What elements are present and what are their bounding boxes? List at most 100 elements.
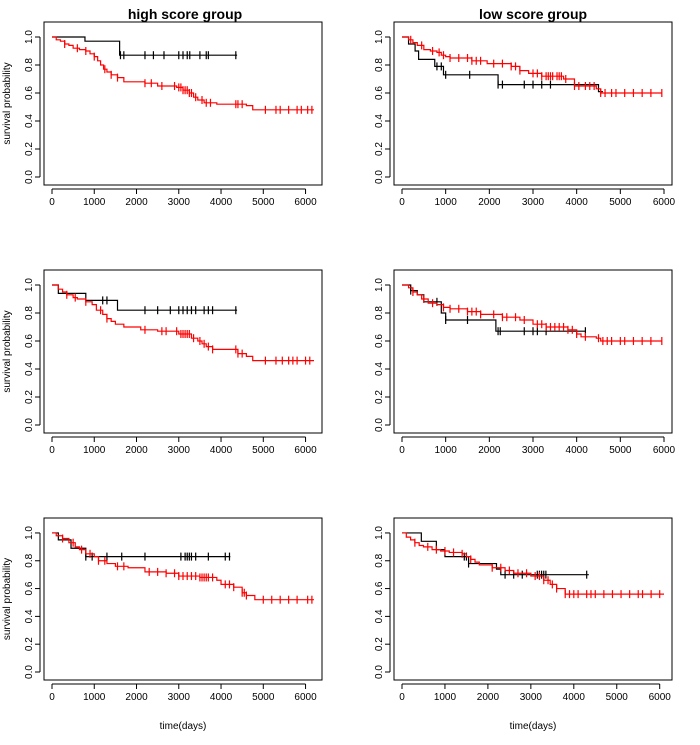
x-tick-label: 6000 — [653, 197, 676, 208]
y-tick-label: 0.4 — [24, 362, 35, 376]
x-tick-label: 6000 — [294, 692, 317, 703]
y-tick-label: 0.6 — [374, 86, 385, 100]
x-tick-label: 2000 — [125, 445, 148, 456]
plot-frame — [43, 21, 323, 186]
x-tick-label: 5000 — [252, 692, 275, 703]
y-axis-label: survival probability — [2, 558, 13, 640]
y-tick-label: 0.0 — [24, 170, 35, 184]
x-tick-label: 0 — [49, 197, 55, 208]
y-tick-label: 0.4 — [374, 362, 385, 376]
x-tick-label: 2000 — [125, 692, 148, 703]
x-tick-label: 4000 — [563, 692, 586, 703]
y-tick-label: 0.6 — [374, 581, 385, 595]
x-tick-label: 4000 — [210, 445, 233, 456]
km-curve-red — [402, 532, 664, 595]
y-tick-label: 1.0 — [24, 526, 35, 540]
km-curve-black — [52, 36, 238, 56]
plot-frame — [393, 269, 673, 434]
plot-panels: 0 1000 2000 3000 4000 5000 6000 0.0 0.2 0.4 0.6 0.8… — [2, 21, 676, 732]
x-tick-label: 5000 — [609, 197, 632, 208]
y-tick-label: 0.0 — [374, 665, 385, 679]
y-tick-label: 0.8 — [374, 553, 385, 567]
x-tick-label: 0 — [399, 445, 405, 456]
y-tick-label: 1.0 — [24, 30, 35, 44]
col-title-low-score: low score group — [479, 6, 587, 22]
y-tick-label: 0.2 — [374, 390, 385, 404]
km-curve-red — [52, 284, 314, 362]
plot-frame — [393, 21, 673, 186]
x-tick-label: 0 — [49, 692, 55, 703]
x-tick-label: 3000 — [520, 692, 543, 703]
x-tick-label: 1000 — [435, 445, 458, 456]
x-tick-label: 1000 — [435, 197, 458, 208]
y-tick-label: 0.4 — [24, 114, 35, 128]
x-tick-label: 3000 — [168, 692, 191, 703]
y-tick-label: 1.0 — [374, 526, 385, 540]
plot-frame — [393, 517, 673, 681]
y-tick-label: 0.2 — [24, 142, 35, 156]
km-curve-red — [52, 532, 314, 601]
x-tick-label: 4000 — [566, 445, 589, 456]
plot-frame — [43, 517, 323, 681]
y-tick-label: 0.2 — [374, 637, 385, 651]
plot-frame — [43, 269, 323, 434]
y-tick-label: 0.8 — [374, 306, 385, 320]
y-tick-label: 0.2 — [374, 142, 385, 156]
x-tick-label: 6000 — [649, 692, 672, 703]
y-tick-label: 0.0 — [374, 418, 385, 432]
x-tick-label: 0 — [399, 197, 405, 208]
y-tick-label: 0.8 — [24, 306, 35, 320]
y-tick-label: 0.4 — [24, 609, 35, 623]
y-tick-label: 0.4 — [374, 609, 385, 623]
x-tick-label: 3000 — [168, 197, 191, 208]
x-tick-label: 4000 — [566, 197, 589, 208]
y-tick-label: 0.8 — [24, 553, 35, 567]
x-tick-label: 1000 — [434, 692, 457, 703]
x-tick-label: 5000 — [606, 692, 629, 703]
y-tick-label: 0.6 — [24, 581, 35, 595]
x-tick-label: 2000 — [478, 197, 501, 208]
x-tick-label: 2000 — [477, 692, 500, 703]
x-axis-label: time(days) — [510, 721, 557, 732]
km-panel-4: 0 1000 2000 3000 4000 5000 6000 0.0 0.2 0.4 0.6 0.8… — [2, 517, 323, 732]
x-tick-label: 5000 — [252, 197, 275, 208]
x-tick-label: 1000 — [83, 692, 106, 703]
x-tick-label: 2000 — [478, 445, 501, 456]
x-tick-label: 1000 — [83, 445, 106, 456]
km-panel-1: 0 1000 2000 3000 4000 5000 6000 0.0 0.2 0.4 0.6 0.8… — [374, 21, 676, 208]
x-tick-label: 4000 — [210, 197, 233, 208]
x-tick-label: 3000 — [168, 445, 191, 456]
y-tick-label: 0.0 — [374, 170, 385, 184]
x-tick-label: 5000 — [609, 445, 632, 456]
x-tick-label: 0 — [399, 692, 405, 703]
x-tick-label: 6000 — [294, 445, 317, 456]
y-tick-label: 0.4 — [374, 114, 385, 128]
y-tick-label: 0.0 — [24, 665, 35, 679]
y-tick-label: 0.2 — [24, 637, 35, 651]
y-tick-label: 0.6 — [24, 86, 35, 100]
y-axis-label: survival probability — [2, 310, 13, 392]
x-tick-label: 1000 — [83, 197, 106, 208]
y-tick-label: 1.0 — [374, 278, 385, 292]
x-tick-label: 6000 — [294, 197, 317, 208]
y-tick-label: 0.2 — [24, 390, 35, 404]
y-tick-label: 0.8 — [24, 58, 35, 72]
x-axis-label: time(days) — [160, 721, 207, 732]
km-panel-0: 0 1000 2000 3000 4000 5000 6000 0.0 0.2 0.4 0.6 0.8… — [2, 21, 323, 208]
y-tick-label: 0.8 — [374, 58, 385, 72]
y-tick-label: 1.0 — [24, 278, 35, 292]
x-tick-label: 0 — [49, 445, 55, 456]
x-tick-label: 5000 — [252, 445, 275, 456]
km-curve-black — [52, 532, 231, 558]
y-tick-label: 0.0 — [24, 418, 35, 432]
km-panel-2: 0 1000 2000 3000 4000 5000 6000 0.0 0.2 0.4 0.6 0.8… — [2, 269, 323, 456]
x-tick-label: 3000 — [522, 197, 545, 208]
x-tick-label: 3000 — [522, 445, 545, 456]
y-tick-label: 0.6 — [24, 334, 35, 348]
y-tick-label: 1.0 — [374, 30, 385, 44]
x-tick-label: 6000 — [653, 445, 676, 456]
x-tick-label: 4000 — [210, 692, 233, 703]
km-curve-red — [52, 36, 314, 111]
km-panel-5: 0 1000 2000 3000 4000 5000 6000 0.0 0.2 0.4 0.6 0.8… — [374, 517, 673, 732]
